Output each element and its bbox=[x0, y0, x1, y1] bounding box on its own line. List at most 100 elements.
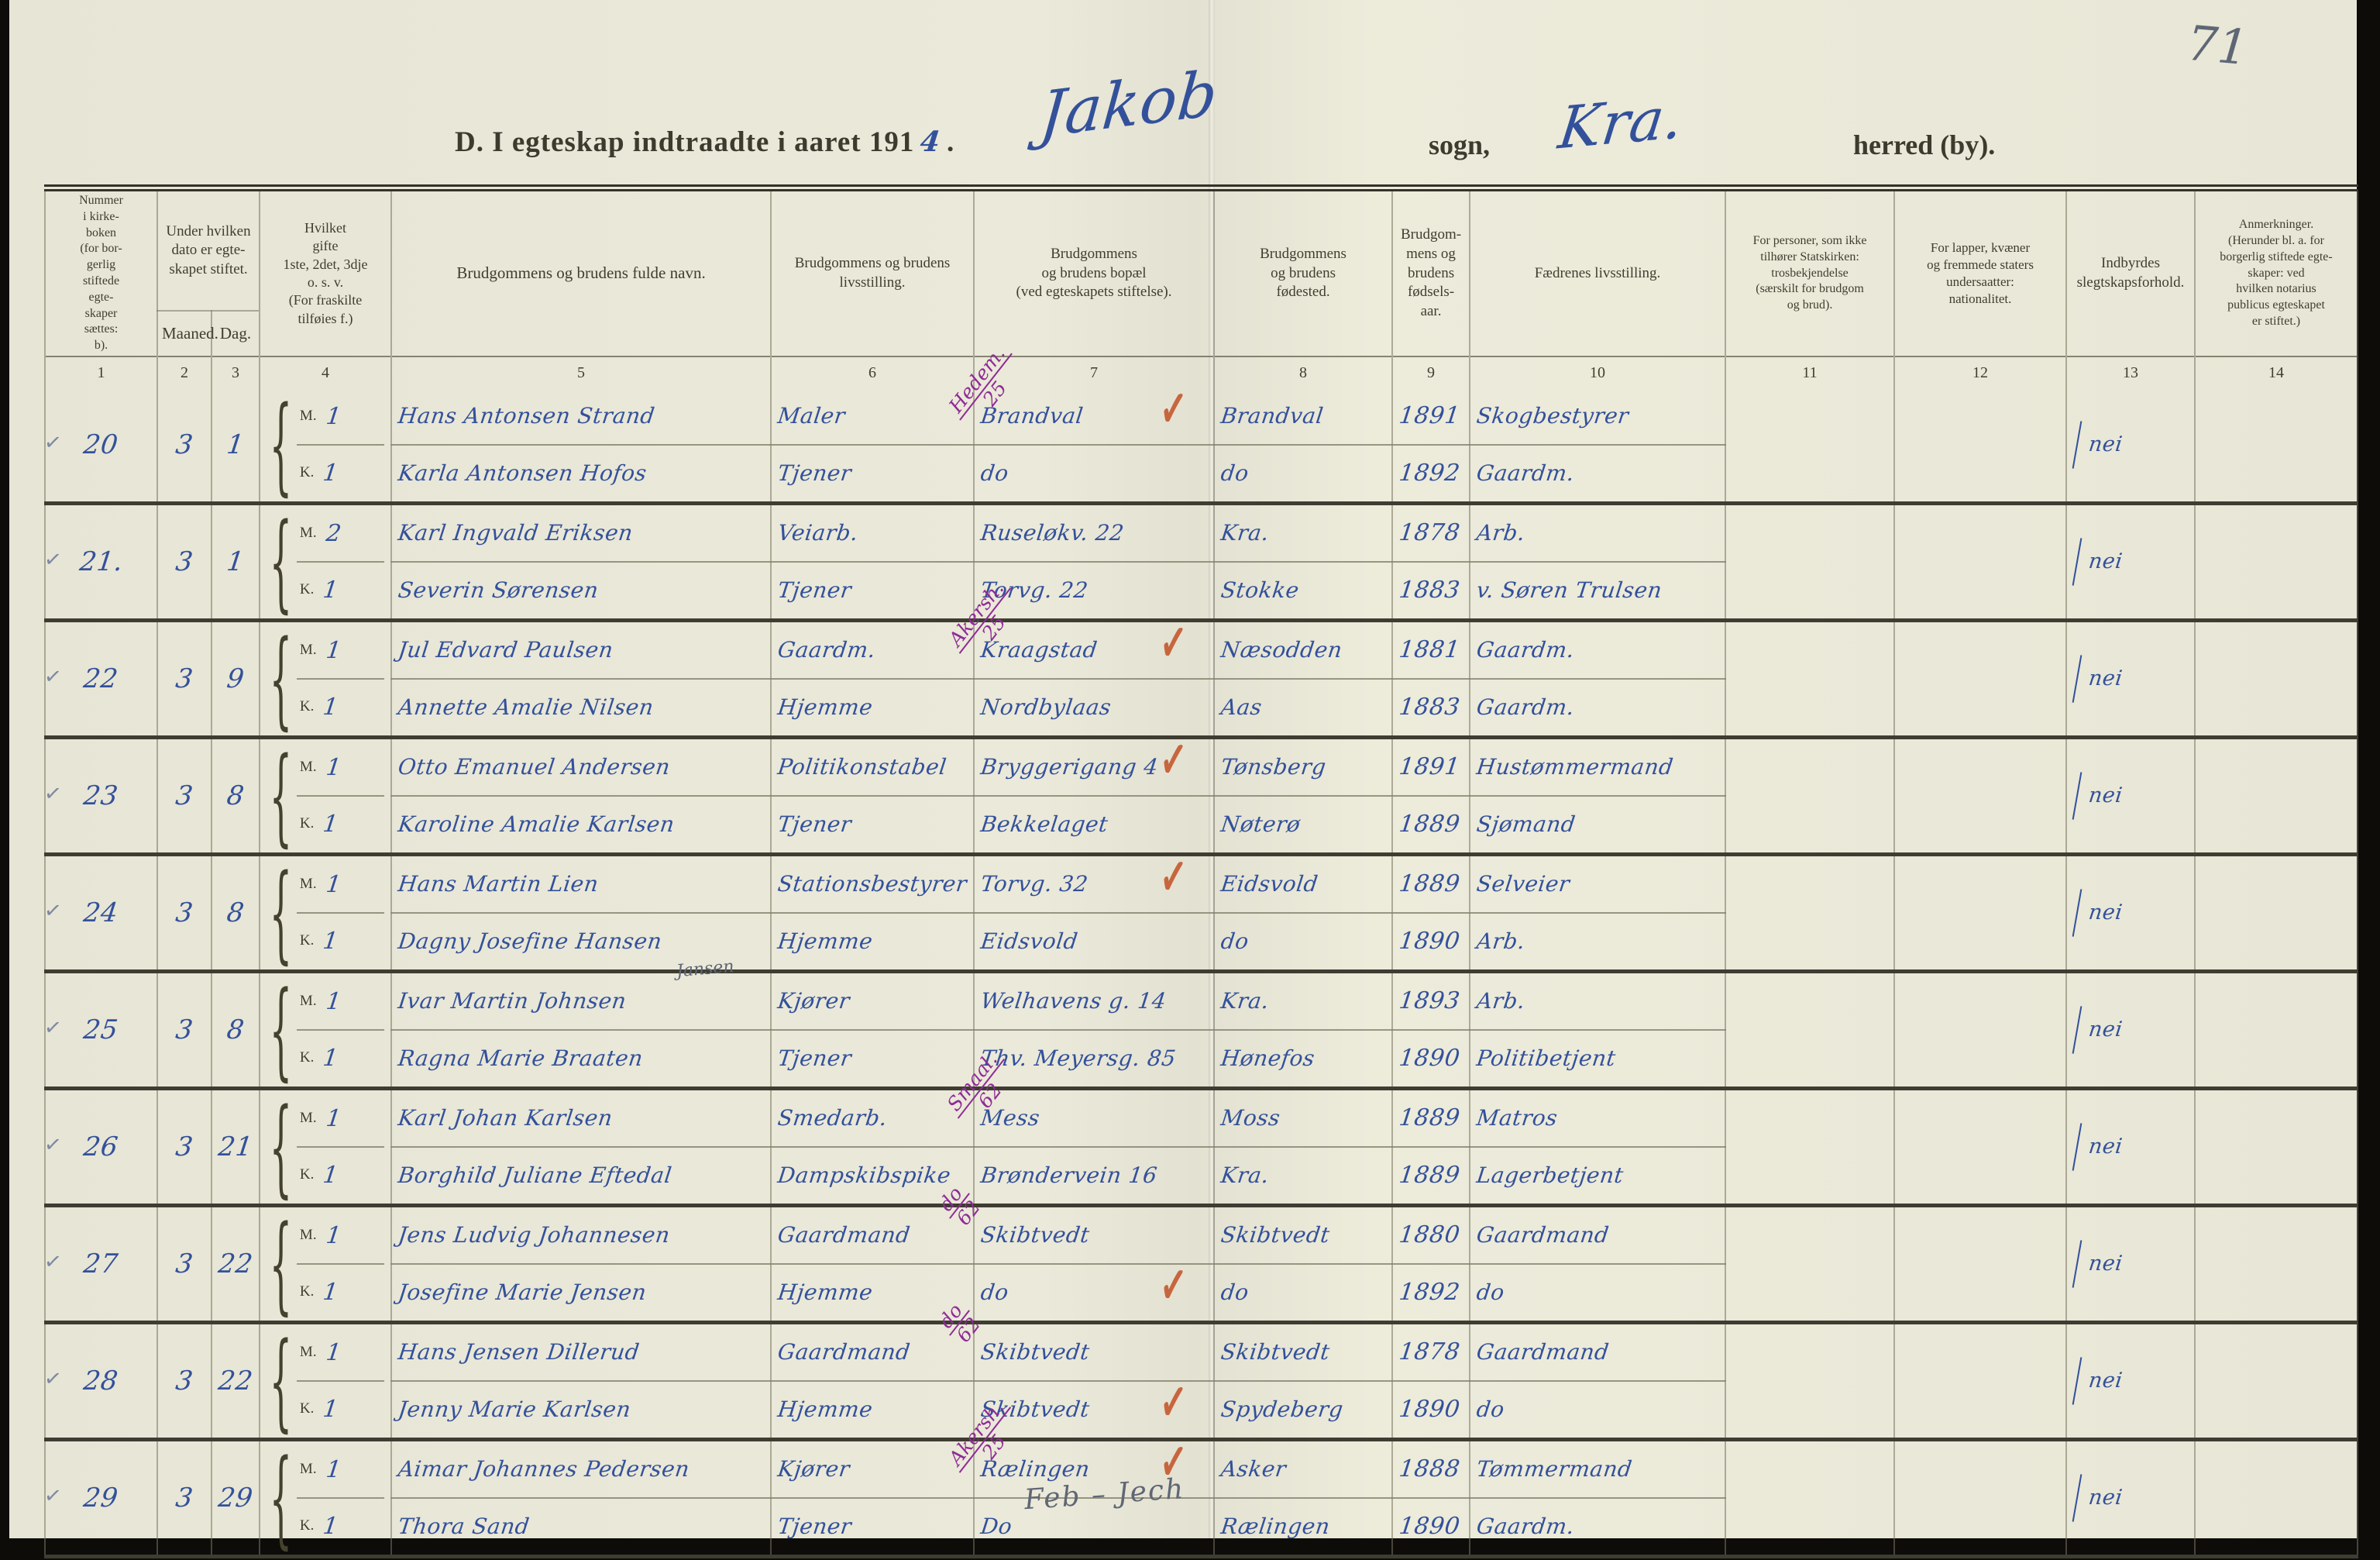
kinship-cell: nei bbox=[2065, 1439, 2196, 1557]
margin-check-mark: ✓ bbox=[43, 1483, 64, 1509]
groom-birthplace-cell: Asker bbox=[1213, 1439, 1394, 1499]
bride-ordinal-row: K. 1 bbox=[297, 914, 384, 969]
k-label: K. bbox=[299, 1283, 315, 1300]
groom-ordinal-value: 1 bbox=[324, 870, 343, 898]
groom-occupation-cell: Stationsbestyrer bbox=[770, 854, 975, 914]
header-creed: For personer, som ikke tilhører Statskir… bbox=[1725, 188, 1896, 356]
groom-occupation-cell: Smedarb. bbox=[770, 1088, 975, 1148]
kinship-group: nei bbox=[2072, 421, 2188, 469]
bride-occupation: Tjener bbox=[776, 577, 853, 604]
entry-29: ✓ 29 3 29 {M. 1 K. 1 Aimar Johannes Pedersen Kjør… bbox=[43, 1393, 2359, 1560]
day-value: 8 bbox=[225, 780, 246, 811]
bride-birth-year: 1889 bbox=[1397, 1162, 1462, 1190]
groom-occupation-cell: Kjører bbox=[770, 971, 975, 1031]
col-num-13: 13 bbox=[2065, 355, 2196, 388]
curly-brace-glyph: { bbox=[269, 1085, 293, 1209]
bride-birthplace: Rælingen bbox=[1219, 1514, 1332, 1540]
bride-full-name-cell: Karla Antonsen Hofos bbox=[390, 444, 772, 504]
groom-birth-year: 1878 bbox=[1397, 519, 1462, 547]
bride-creed-cell bbox=[1725, 678, 1896, 738]
bride-nationality-cell bbox=[1893, 1263, 2068, 1323]
groom-birth-year-cell: 1881 bbox=[1391, 620, 1471, 680]
title-row: D. I egteskap indtraadte i aaret 191 4 .… bbox=[9, 57, 2357, 184]
groom-residence-cell: Mess Smaal. 62 bbox=[941, 1045, 1216, 1148]
groom-creed-cell bbox=[1725, 737, 1896, 796]
bride-full-name-cell: Borghild Juliane Eftedal bbox=[390, 1146, 772, 1206]
groom-nationality-cell bbox=[1893, 854, 2068, 913]
entry-number-cell: ✓ 22 bbox=[43, 620, 158, 738]
groom-full-name: Aimar Johannes Pedersen bbox=[396, 1456, 691, 1483]
bride-birth-year-cell: 1889 bbox=[1391, 795, 1471, 855]
header-number: Nummer i kirke- boken (for bor- gerlig s… bbox=[44, 188, 158, 356]
kinship-value: nei bbox=[2087, 1018, 2124, 1042]
mk-rows: M. 1 K. 1 bbox=[296, 1442, 385, 1554]
groom-residence-cell: Skibtvedt do 62 bbox=[932, 1179, 1216, 1265]
bride-birth-year: 1889 bbox=[1397, 811, 1462, 839]
bride-birthplace-cell: Rælingen bbox=[1213, 1497, 1394, 1557]
groom-full-name-cell: Karl Ingvald Eriksen bbox=[390, 503, 772, 563]
col-num-10: 10 bbox=[1469, 355, 1727, 388]
marriage-ordinal-cell: {M. 1 K. 1 bbox=[259, 617, 393, 741]
groom-birthplace-cell: Kra. bbox=[1213, 971, 1394, 1031]
bride-birth-year-cell: 1890 bbox=[1391, 1497, 1471, 1557]
groom-occupation: Gaardmand bbox=[776, 1222, 912, 1248]
bride-row: Ragna Marie Braaten Tjener Thv. Meyersg. 8… bbox=[45, 1029, 2358, 1089]
groom-ordinal-value: 1 bbox=[324, 402, 343, 430]
groom-full-name-cell: Hans Martin Lien bbox=[390, 854, 772, 914]
bride-full-name-cell: Josefine Marie Jensen bbox=[390, 1263, 772, 1323]
bride-ordinal-value: 1 bbox=[322, 927, 341, 955]
kinship-brace bbox=[2072, 655, 2082, 703]
mk-brace-group: {M. 1 K. 1 bbox=[267, 383, 385, 507]
bride-row: Josefine Marie Jensen Hjemme do ✓ do 1892 do bbox=[45, 1257, 2358, 1323]
entry-number: 21. bbox=[77, 546, 125, 577]
groom-ordinal-row: M. 1 bbox=[296, 1325, 385, 1382]
groom-residence: Skibtvedt bbox=[978, 1339, 1092, 1365]
marriage-ordinal-cell: {M. 1 K. 1 bbox=[259, 1202, 393, 1326]
curly-brace-glyph: { bbox=[269, 617, 293, 741]
bride-ordinal-value: 1 bbox=[322, 693, 341, 721]
header-kinship: Indbyrdes slegtskapsforhold. bbox=[2065, 188, 2196, 356]
bride-occupation: Tjener bbox=[776, 1045, 853, 1072]
groom-ordinal-row: M. 1 bbox=[296, 1442, 385, 1499]
groom-birthplace: Eidsvold bbox=[1219, 871, 1320, 897]
groom-ordinal-value: 1 bbox=[324, 1455, 343, 1483]
groom-birthplace-cell: Skibtvedt bbox=[1213, 1322, 1394, 1382]
kinship-brace bbox=[2072, 1357, 2082, 1405]
bride-birthplace: Kra. bbox=[1219, 1162, 1271, 1189]
bride-full-name-cell: Thora Sand bbox=[390, 1497, 772, 1557]
groom-birth-year-cell: 1878 bbox=[1391, 503, 1471, 563]
red-check-mark: ✓ bbox=[1158, 848, 1188, 909]
groom-ordinal-value: 1 bbox=[324, 636, 343, 664]
groom-residence: Torvg. 32 bbox=[978, 871, 1090, 897]
bride-occupation: Hjemme bbox=[776, 928, 875, 955]
bride-nationality-cell bbox=[1893, 795, 2068, 855]
col-num-8: 8 bbox=[1213, 355, 1394, 388]
month-cell: 3 bbox=[156, 387, 212, 504]
header-day: Dag. bbox=[210, 310, 261, 356]
groom-row: ✓ 22 3 9 {M. 1 K. 1 Jul Edvard Paulsen Gaardm. Kra… bbox=[43, 574, 2359, 741]
remarks-cell bbox=[2194, 1205, 2359, 1323]
kinship-cell: nei bbox=[2065, 1205, 2196, 1323]
day-value: 22 bbox=[216, 1365, 255, 1396]
bride-row: Karoline Amalie Karlsen Tjener Bekkelaget N… bbox=[45, 795, 2358, 855]
bride-fathers-occupation: Politibetjent bbox=[1474, 1045, 1618, 1072]
marriage-ordinal-cell: {M. 1 K. 1 bbox=[259, 734, 393, 858]
bride-birth-year-cell: 1883 bbox=[1391, 678, 1471, 738]
k-label: K. bbox=[299, 1517, 315, 1534]
groom-residence-cell: Welhavens g. 14 bbox=[973, 971, 1216, 1031]
col-num-6: 6 bbox=[770, 355, 975, 388]
entry-number: 23 bbox=[81, 780, 121, 811]
red-check-mark: ✓ bbox=[1158, 1256, 1188, 1317]
groom-residence-cell: Ruseløkv. 22 bbox=[973, 503, 1216, 563]
form-title-period: . bbox=[946, 126, 955, 158]
entry-number: 22 bbox=[81, 663, 121, 694]
groom-occupation: Maler bbox=[776, 403, 847, 429]
entry-number-cell: ✓ 24 bbox=[43, 854, 158, 972]
kinship-group: nei bbox=[2072, 1474, 2188, 1522]
groom-fathers-occupation-cell: Skogbestyrer bbox=[1469, 387, 1727, 446]
kinship-group: nei bbox=[2072, 1006, 2188, 1054]
groom-birth-year: 1891 bbox=[1397, 753, 1462, 781]
col-num-2: 2 bbox=[156, 355, 212, 388]
month-cell: 3 bbox=[156, 737, 212, 855]
groom-ordinal-value: 1 bbox=[324, 1221, 343, 1249]
